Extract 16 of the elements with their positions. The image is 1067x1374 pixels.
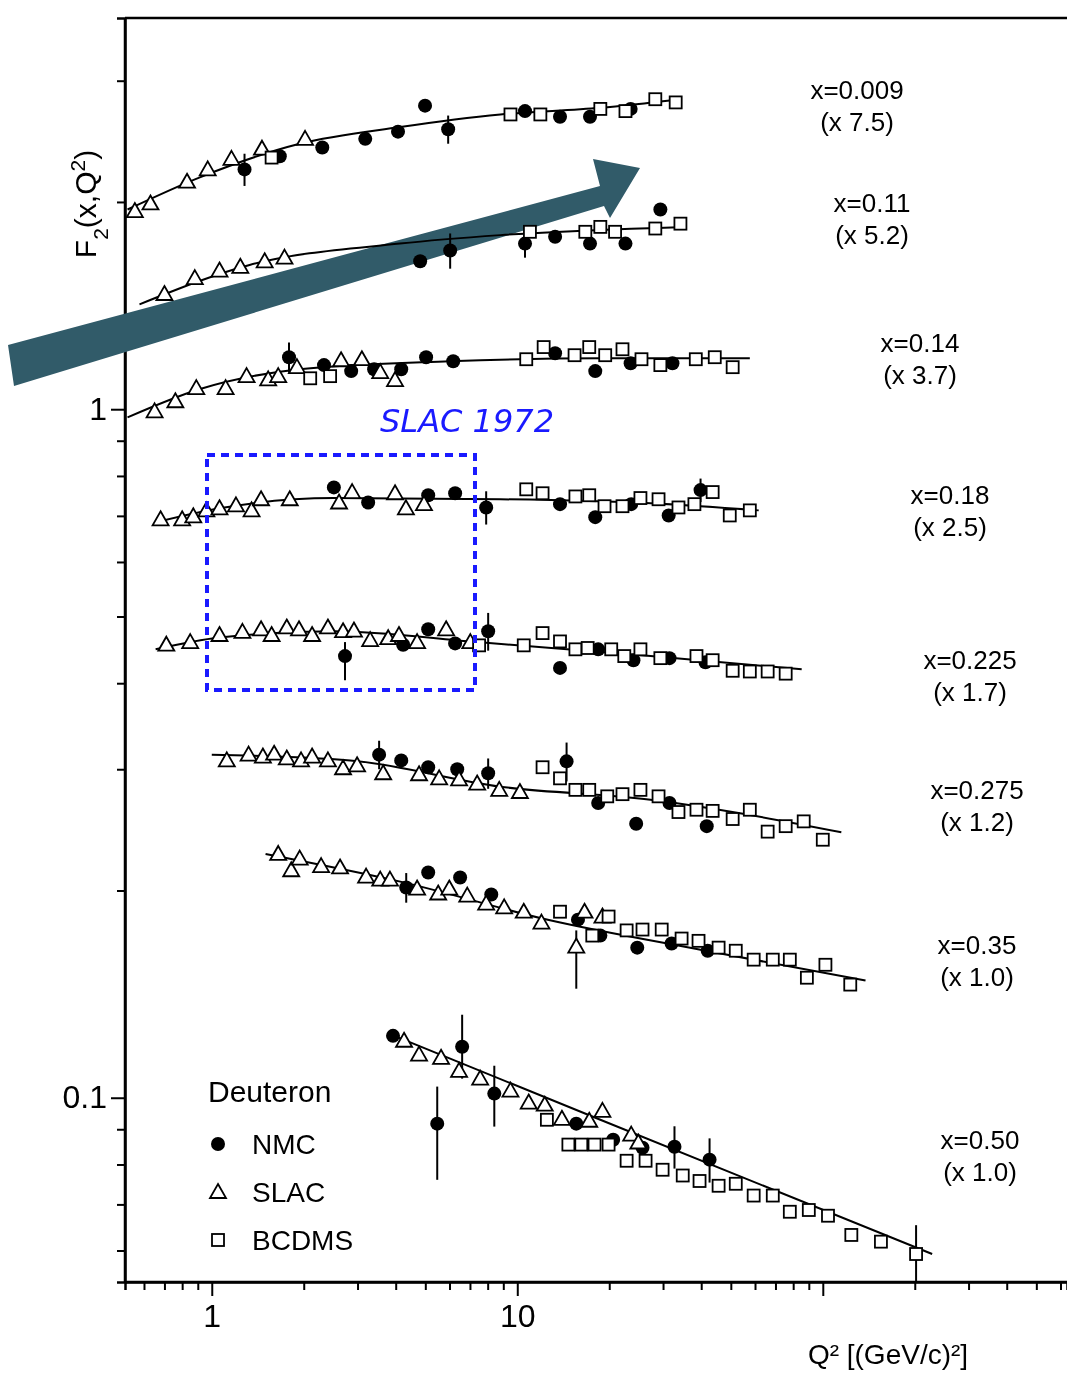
x-tick-label: 10 xyxy=(499,1297,536,1334)
annotation: x=0.275 (x 1.2) xyxy=(930,775,1024,837)
annotation: x=0.50 (x 1.0) xyxy=(940,1125,1020,1187)
annotation: x=0.14 (x 3.7) xyxy=(880,328,960,390)
annotation: x=0.225 (x 1.7) xyxy=(923,645,1017,707)
x-axis-title: Q² [(GeV/c)²] xyxy=(807,1339,969,1370)
legend-title: Deuteron xyxy=(208,1075,332,1108)
annotation: SLAC 1972 xyxy=(380,402,554,440)
legend-label: NMC xyxy=(252,1128,316,1160)
annotation: x=0.009 (x 7.5) xyxy=(810,75,904,137)
annotation: x=0.35 (x 1.0) xyxy=(937,930,1017,992)
legend-label: SLAC xyxy=(252,1176,326,1208)
legend-label: BCDMS xyxy=(252,1224,354,1256)
annotation: x=0.11 (x 5.2) xyxy=(833,188,911,250)
annotation: x=0.18 (x 2.5) xyxy=(910,480,990,542)
y-tick-label: 0.1 xyxy=(62,1079,107,1116)
